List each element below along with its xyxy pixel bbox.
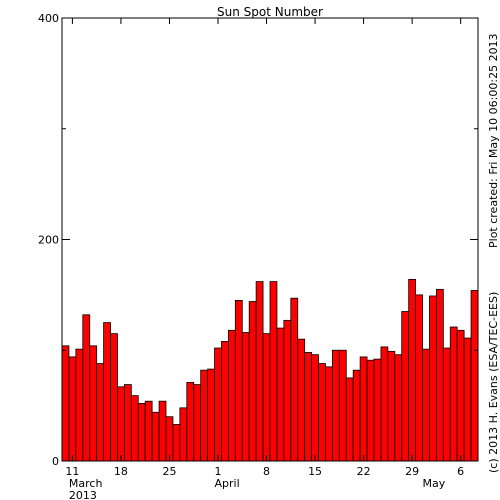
bar bbox=[186, 381, 195, 462]
bar bbox=[463, 337, 472, 462]
bar bbox=[290, 297, 299, 462]
plot-created: Plot created: Fri May 10 06:00:25 2013 bbox=[487, 33, 500, 248]
bar bbox=[241, 332, 250, 462]
bar bbox=[75, 348, 84, 462]
bar bbox=[359, 356, 368, 462]
chart-title: Sun Spot Number bbox=[217, 5, 323, 19]
bar bbox=[366, 359, 375, 462]
bar bbox=[373, 358, 382, 462]
x-tick-label: 18 bbox=[114, 465, 128, 478]
bar bbox=[325, 366, 333, 462]
bar bbox=[68, 356, 77, 462]
bar bbox=[117, 386, 125, 462]
bar bbox=[179, 407, 188, 462]
bar bbox=[394, 354, 403, 462]
bar bbox=[276, 327, 285, 462]
bar bbox=[158, 400, 167, 462]
bar bbox=[470, 290, 479, 462]
bar bbox=[449, 326, 458, 462]
x-tick-label: 15 bbox=[308, 465, 322, 478]
bar bbox=[248, 301, 257, 462]
x-tick-label: 22 bbox=[357, 465, 371, 478]
bar bbox=[401, 311, 410, 462]
bar bbox=[380, 346, 389, 462]
bar bbox=[387, 350, 396, 462]
bar bbox=[318, 363, 326, 462]
x-tick-label: 25 bbox=[162, 465, 176, 478]
bar bbox=[408, 278, 416, 462]
bar bbox=[227, 329, 236, 462]
bar bbox=[283, 319, 292, 462]
y-tick-label: 0 bbox=[52, 455, 59, 468]
bar bbox=[130, 395, 139, 462]
bar bbox=[269, 281, 278, 462]
y-tick-label: 200 bbox=[38, 234, 59, 247]
bar bbox=[103, 322, 111, 462]
bar bbox=[435, 288, 444, 462]
x-tick-label: 6 bbox=[457, 465, 464, 478]
month-label: March bbox=[69, 477, 103, 490]
bar bbox=[165, 416, 174, 462]
bar bbox=[422, 348, 430, 462]
bar bbox=[456, 329, 465, 462]
bar bbox=[207, 368, 215, 462]
x-tick-label: 11 bbox=[65, 465, 79, 478]
x-tick-label: 1 bbox=[215, 465, 222, 478]
bar bbox=[124, 384, 132, 462]
bar bbox=[144, 400, 153, 462]
bar bbox=[214, 347, 222, 462]
bar bbox=[262, 333, 271, 462]
month-label: April bbox=[215, 477, 240, 490]
bar bbox=[331, 349, 340, 462]
year-label: 2013 bbox=[69, 489, 97, 500]
copyright: (c) 2013 H. Evans (ESA/TEC-EES) bbox=[487, 292, 500, 473]
x-tick-label: 8 bbox=[263, 465, 270, 478]
bar bbox=[338, 349, 347, 462]
bar bbox=[96, 363, 104, 462]
x-tick-label: 29 bbox=[405, 465, 419, 478]
y-tick-label: 400 bbox=[38, 12, 59, 25]
bar bbox=[415, 294, 423, 462]
bar bbox=[82, 314, 91, 462]
bar bbox=[311, 354, 319, 462]
bar bbox=[429, 295, 437, 462]
bar bbox=[200, 369, 209, 462]
bar bbox=[89, 345, 98, 462]
bar bbox=[234, 300, 243, 462]
bar bbox=[345, 377, 354, 462]
bar bbox=[221, 340, 229, 462]
bar bbox=[297, 338, 306, 462]
bar bbox=[193, 384, 202, 462]
bar bbox=[137, 403, 146, 462]
bar bbox=[352, 369, 361, 462]
bar bbox=[61, 345, 70, 462]
bar bbox=[304, 352, 312, 462]
bar bbox=[255, 281, 264, 462]
bar bbox=[151, 411, 160, 462]
bar bbox=[172, 424, 181, 462]
bar bbox=[110, 333, 118, 462]
bar bbox=[442, 347, 451, 462]
month-label: May bbox=[423, 477, 446, 490]
